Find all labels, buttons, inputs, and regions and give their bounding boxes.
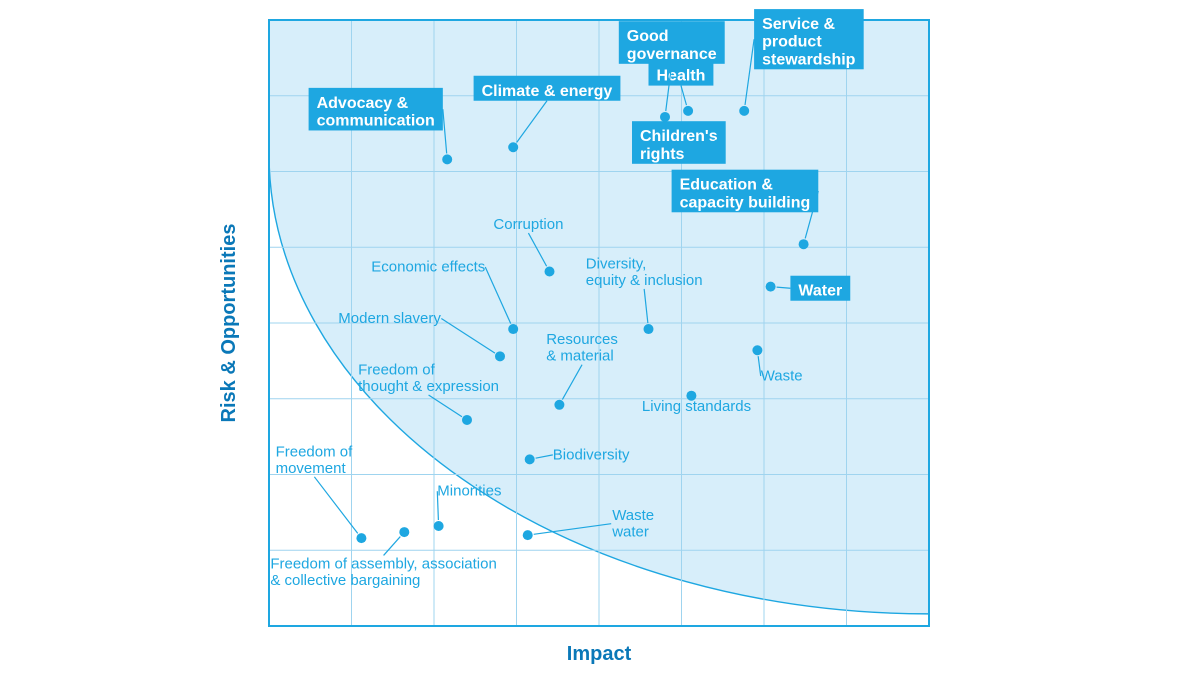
chart-svg: ImpactRisk & OpportunitiesAdvocacy &comm…: [0, 0, 1200, 674]
label-resources: Resources& material: [546, 331, 618, 365]
point-freedom-thought: [462, 415, 472, 425]
point-education: [799, 239, 809, 249]
point-climate: [508, 142, 518, 152]
point-diversity: [644, 324, 654, 334]
leader-freedom-assoc: [384, 537, 401, 556]
point-freedom-move: [356, 533, 366, 543]
label-health: Health: [657, 68, 706, 85]
label-minorities: Minorities: [437, 483, 501, 500]
point-biodiversity: [525, 454, 535, 464]
y-axis-label: Risk & Opportunities: [218, 224, 240, 423]
materiality-matrix: ImpactRisk & OpportunitiesAdvocacy &comm…: [0, 0, 1200, 674]
point-corruption: [545, 266, 555, 276]
x-axis-label: Impact: [567, 643, 632, 665]
point-advocacy: [442, 154, 452, 164]
label-freedom-assoc: Freedom of assembly, association& collec…: [270, 555, 497, 589]
point-waste: [752, 345, 762, 355]
point-good-governance: [660, 112, 670, 122]
point-childrens: [713, 139, 723, 149]
point-water: [766, 282, 776, 292]
label-biodiversity: Biodiversity: [553, 446, 630, 463]
label-climate: Climate & energy: [482, 83, 613, 100]
point-living: [686, 391, 696, 401]
label-waste-water: Wastewater: [611, 507, 654, 541]
point-health: [683, 106, 693, 116]
label-living: Living standards: [642, 398, 751, 415]
point-modern-slavery: [495, 351, 505, 361]
point-waste-water: [523, 530, 533, 540]
label-water: Water: [798, 283, 842, 300]
label-modern-slavery: Modern slavery: [338, 310, 441, 327]
label-freedom-move: Freedom ofmovement: [276, 443, 354, 477]
point-economic: [508, 324, 518, 334]
point-resources: [554, 400, 564, 410]
point-minorities: [434, 521, 444, 531]
label-economic: Economic effects: [371, 258, 485, 275]
label-waste: Waste: [761, 368, 803, 385]
label-corruption: Corruption: [493, 216, 563, 233]
point-freedom-assoc: [399, 527, 409, 537]
point-stewardship: [739, 106, 749, 116]
